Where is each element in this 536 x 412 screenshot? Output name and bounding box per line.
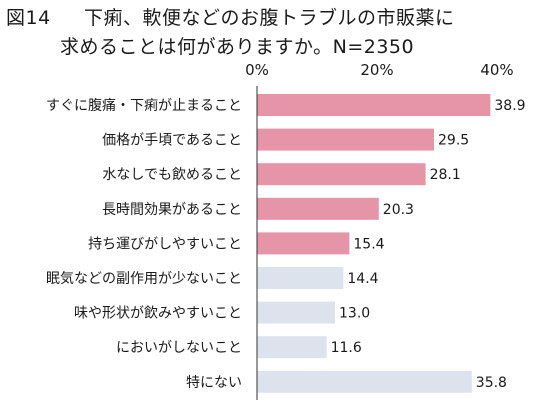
x-tick-label: 0% [245, 61, 269, 79]
category-label: すぐに腹痛・下痢が止まること [46, 97, 242, 114]
category-label: 特にない [186, 375, 242, 391]
value-label: 13.0 [339, 306, 370, 322]
figure-label: 図14 [6, 7, 51, 29]
bar [257, 301, 335, 324]
title-line-2: 求めることは何がありますか。N=2350 [60, 36, 415, 58]
category-label: 価格が手頃であること [102, 133, 242, 149]
category-label: 長時間効果があること [102, 202, 242, 218]
title-text-1: 下痢、軟便などのお腹トラブルの市販薬に [84, 7, 455, 29]
bar [257, 197, 379, 220]
bar [257, 128, 434, 151]
value-label: 20.3 [383, 202, 414, 218]
category-label: 味や形状が飲みやすいこと [74, 306, 242, 322]
value-labels: 38.9 29.5 28.1 20.3 15.4 14.4 13.0 11.6 35.8 [331, 98, 526, 391]
category-label: 水なしでも飲めること [102, 167, 242, 183]
x-tick-label: 20% [360, 61, 393, 79]
bar-group [257, 94, 491, 393]
value-label: 11.6 [331, 340, 362, 356]
bar [257, 267, 344, 289]
category-label: においがしないこと [116, 340, 242, 356]
value-label: 15.4 [353, 236, 384, 252]
value-label: 35.8 [476, 375, 507, 391]
bar [257, 370, 472, 393]
bar [257, 232, 350, 255]
value-label: 38.9 [494, 98, 525, 114]
bar [257, 163, 426, 186]
value-label: 14.4 [347, 271, 378, 287]
value-label: 29.5 [438, 133, 469, 149]
x-tick-label: 40% [480, 61, 513, 79]
bar [257, 94, 491, 116]
chart-title: 図14 下痢、軟便などのお腹トラブルの市販薬に 求めることは何がありますか。N=2… [6, 4, 532, 62]
category-label: 持ち運びがしやすいこと [88, 236, 242, 252]
category-labels: すぐに腹痛・下痢が止まること価格が手頃であること水なしでも飲めること長時間効果が… [46, 97, 242, 391]
value-label: 28.1 [430, 167, 461, 183]
title-line-1: 図14 下痢、軟便などのお腹トラブルの市販薬に [6, 4, 532, 33]
bar [257, 336, 327, 359]
x-axis-ticks: 0% 20% 40% [245, 61, 514, 79]
category-label: 眠気などの副作用が少ないこと [46, 271, 242, 287]
